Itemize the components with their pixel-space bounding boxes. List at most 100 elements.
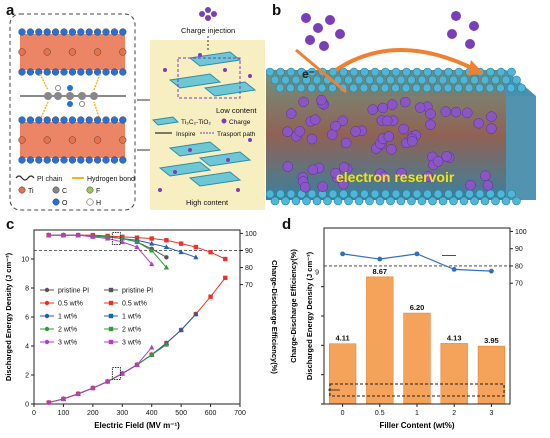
efficiency-point bbox=[163, 264, 170, 270]
atom-ball bbox=[68, 68, 77, 76]
key-trasport-path: Trasport path bbox=[217, 131, 256, 138]
atom-ball bbox=[60, 156, 68, 164]
surface-atom bbox=[454, 83, 463, 93]
x-tick-label: 300 bbox=[116, 410, 128, 417]
atom-ball bbox=[93, 116, 102, 124]
stored-electron bbox=[378, 171, 390, 183]
bottom-atom bbox=[349, 189, 359, 199]
energy-line-3 bbox=[48, 344, 167, 404]
x-tick-label: 100 bbox=[58, 410, 70, 417]
atom-ball bbox=[26, 116, 35, 124]
efficiency-point bbox=[134, 239, 140, 244]
surface-atom bbox=[402, 67, 411, 77]
surface-atom bbox=[328, 83, 337, 93]
energy-point bbox=[163, 341, 170, 347]
surface-atom bbox=[423, 67, 432, 77]
atom-ball bbox=[43, 116, 51, 124]
efficiency-point bbox=[178, 241, 184, 246]
y-tick-label-left: 0 bbox=[25, 402, 29, 409]
surface-atom bbox=[491, 75, 500, 85]
bottom-atom bbox=[339, 189, 348, 199]
atom-ball bbox=[18, 28, 26, 36]
atom-ball bbox=[119, 136, 127, 144]
bar-value-label: 6.20 bbox=[410, 303, 425, 312]
energy-point bbox=[119, 370, 125, 376]
stored-electron bbox=[465, 179, 476, 191]
y-tick-label-left: 2 bbox=[25, 373, 29, 380]
x-tick-label: 0 bbox=[341, 410, 345, 417]
bar-0.5 bbox=[366, 276, 394, 405]
efficiency-point bbox=[149, 240, 155, 246]
atom-ball bbox=[43, 48, 51, 56]
panel-label-b: b bbox=[272, 2, 282, 19]
legend-right-label: 2 wt% bbox=[122, 327, 141, 334]
surface-atom bbox=[281, 75, 290, 85]
surface-atom bbox=[401, 83, 411, 93]
efficiency-line-4 bbox=[48, 234, 153, 265]
bar-value-label: 3.95 bbox=[484, 336, 499, 345]
energy-point bbox=[149, 351, 155, 357]
surface-atom bbox=[359, 83, 369, 93]
legend-pi-chain: PI chain bbox=[37, 176, 62, 183]
efficiency-point bbox=[164, 238, 169, 243]
bottom-atom bbox=[433, 189, 443, 199]
legend-right-label: pristine PI bbox=[122, 288, 153, 295]
atom-ball bbox=[85, 68, 93, 76]
surface-atom bbox=[276, 67, 285, 77]
atom-ball bbox=[60, 68, 68, 76]
y-tick-label-left: 10 bbox=[21, 257, 29, 264]
y-tick-label-left: 9 bbox=[315, 270, 319, 277]
stored-electron bbox=[306, 133, 318, 145]
electron-trajectory-arrow bbox=[334, 48, 477, 72]
efficiency-point bbox=[489, 268, 494, 274]
legend-left-marker bbox=[44, 313, 50, 319]
surface-atom bbox=[470, 75, 479, 85]
atom-ball bbox=[68, 48, 77, 56]
bottom-atom bbox=[465, 189, 474, 199]
bottom-atom bbox=[302, 196, 311, 206]
surface-atom bbox=[417, 75, 427, 85]
atom-ball bbox=[43, 156, 51, 164]
stored-electron bbox=[386, 99, 398, 110]
stored-electron bbox=[486, 111, 497, 122]
efficiency-point bbox=[193, 244, 199, 250]
atom-ball bbox=[26, 156, 35, 164]
stored-electron bbox=[486, 123, 497, 134]
bar-3 bbox=[477, 345, 506, 405]
y-axis-label-left: Discharged Energy Density (J cm⁻³) bbox=[305, 251, 314, 380]
bottom-atom bbox=[475, 189, 485, 199]
legend-left-marker bbox=[44, 300, 50, 306]
stored-electron bbox=[441, 151, 452, 162]
bottom-atom bbox=[459, 196, 469, 206]
atom-ball bbox=[77, 156, 85, 164]
atom-ball bbox=[35, 156, 43, 164]
x-tick-label: 200 bbox=[87, 410, 99, 417]
bar-1 bbox=[403, 312, 431, 405]
surface-atom bbox=[270, 75, 280, 85]
efficiency-point bbox=[60, 232, 67, 238]
atom-ball bbox=[43, 68, 51, 76]
stored-electron bbox=[432, 156, 444, 167]
surface-atom bbox=[381, 67, 390, 77]
energy-point bbox=[104, 378, 111, 384]
x-axis-label: Electric Field (MV m⁻¹) bbox=[94, 421, 180, 430]
surface-atom bbox=[449, 75, 458, 85]
charge-injection-group: Charge injection bbox=[181, 7, 235, 52]
legend-left-label: 0.5 wt% bbox=[58, 301, 83, 308]
surface-atom bbox=[375, 75, 385, 85]
efficiency-point bbox=[377, 256, 383, 262]
efficiency-point bbox=[90, 234, 96, 239]
atom-ball bbox=[43, 136, 51, 144]
surface-atom bbox=[485, 83, 495, 93]
atom-ball bbox=[51, 116, 60, 124]
bar-value-label: 4.11 bbox=[336, 334, 350, 343]
stored-electron bbox=[399, 96, 411, 108]
stored-electron bbox=[482, 180, 494, 191]
surface-atom bbox=[506, 83, 516, 93]
atom-ball bbox=[35, 116, 43, 124]
surface-atom bbox=[297, 67, 306, 77]
stored-electron bbox=[330, 167, 341, 179]
surface-atom bbox=[422, 83, 432, 93]
mxene-slab-bottom bbox=[18, 116, 127, 164]
low-content-plates: Low content bbox=[163, 51, 257, 115]
